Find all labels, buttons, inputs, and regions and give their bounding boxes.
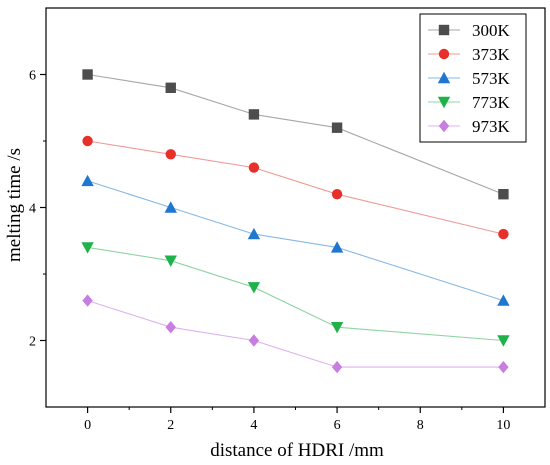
legend-marker: [437, 96, 451, 109]
y-tick-label: 4: [29, 202, 36, 217]
series-line: [87, 246, 504, 342]
data-point: [330, 322, 344, 334]
series-300K: [82, 69, 509, 200]
legend-marker: [438, 24, 450, 36]
series-line: [87, 140, 504, 235]
x-tick-label: 0: [84, 418, 91, 433]
data-point: [498, 189, 509, 200]
data-point: [248, 162, 260, 173]
legend-label: 300K: [472, 21, 511, 40]
series-line: [87, 300, 504, 368]
legend-label: 773K: [472, 93, 511, 112]
data-point: [498, 360, 509, 374]
legend-label: 573K: [472, 69, 511, 88]
y-axis-title: melting time /s: [4, 148, 25, 262]
legend-marker: [438, 48, 450, 60]
data-point: [498, 228, 509, 240]
x-tick-label: 4: [250, 418, 257, 433]
x-tick-label: 8: [417, 418, 424, 433]
data-point: [82, 294, 93, 307]
series-line: [87, 180, 504, 302]
data-point: [330, 241, 344, 253]
data-point: [247, 282, 261, 294]
data-point: [81, 242, 94, 254]
data-point: [165, 321, 176, 334]
data-point: [331, 122, 343, 133]
data-point: [331, 189, 343, 200]
legend-label: 973K: [472, 117, 511, 136]
legend-label: 373K: [472, 45, 511, 64]
data-point: [164, 201, 177, 213]
x-tick-label: 2: [167, 418, 174, 433]
x-axis-title: distance of HDRI /mm: [210, 440, 384, 461]
legend-marker: [437, 71, 451, 84]
series-373K: [82, 135, 509, 240]
data-point: [82, 69, 93, 80]
data-point: [247, 227, 261, 240]
data-point: [331, 360, 343, 374]
data-point: [248, 334, 260, 347]
axes: 0 2 4 6 8 10 2 4 6: [29, 7, 546, 433]
data-point: [248, 109, 260, 120]
data-point: [165, 149, 176, 160]
x-tick-label: 10: [496, 418, 510, 433]
series-973K: [82, 294, 509, 374]
legend-marker: [438, 119, 450, 133]
data-point: [165, 82, 176, 93]
y-tick-label: 2: [29, 335, 36, 350]
data-point: [497, 294, 510, 306]
data-point: [82, 135, 93, 147]
data-point: [81, 174, 94, 187]
series-773K: [81, 242, 510, 347]
y-tick-label: 6: [29, 69, 36, 84]
x-tick-label: 6: [334, 418, 341, 433]
series-573K: [81, 174, 510, 306]
data-point: [164, 255, 177, 267]
legend: 300K 373K 573K 773K 973K: [419, 13, 527, 143]
series-group: [81, 69, 510, 374]
data-point: [497, 335, 510, 347]
